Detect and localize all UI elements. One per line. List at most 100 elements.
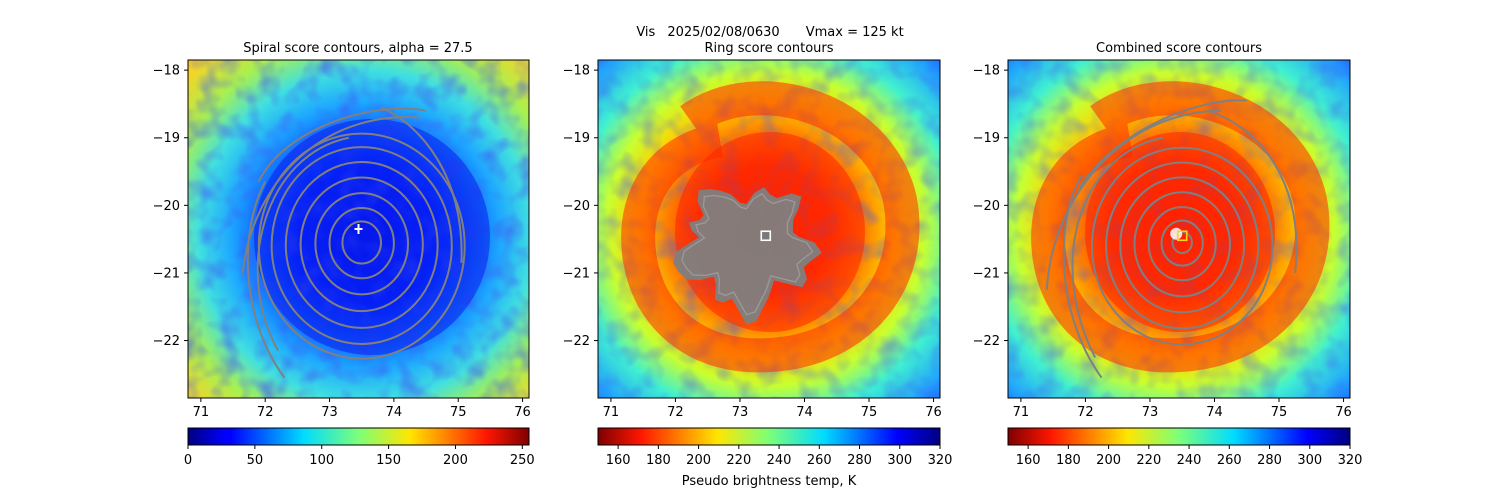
contour-line — [284, 160, 439, 329]
x-tick-label: 76 — [925, 405, 942, 420]
contour-line — [341, 220, 383, 265]
y-tick-label: −21 — [563, 266, 590, 281]
x-tick-label: 74 — [1206, 405, 1223, 420]
contour-arc — [1045, 109, 1221, 290]
colorbar-tick-label: 180 — [646, 453, 671, 468]
y-tick-label: −18 — [153, 64, 180, 79]
y-tick-label: −22 — [973, 334, 1000, 349]
y-tick-label: −22 — [153, 334, 180, 349]
colorbar-tick-label: 320 — [1338, 453, 1363, 468]
x-tick-label: 71 — [603, 405, 620, 420]
spiral-panel-title: Spiral score contours, alpha = 27.5 — [243, 41, 472, 56]
spiral-colorbar: 0 50 100 150 200 250 — [184, 427, 535, 468]
x-tick-label: 74 — [386, 405, 403, 420]
x-tick-label: 76 — [1335, 405, 1352, 420]
contour-line — [314, 192, 410, 296]
contour-line — [1160, 219, 1204, 267]
combined-contours — [1045, 99, 1298, 379]
colorbar-tick-label: 280 — [847, 453, 872, 468]
colorbar-tick-label: 160 — [606, 453, 631, 468]
colorbar-tick-label: 50 — [247, 453, 264, 468]
contour-line — [1119, 176, 1246, 314]
ring-blob-fill — [673, 187, 822, 325]
y-tick-label: −21 — [973, 266, 1000, 281]
colorbar-tick-label: 180 — [1056, 453, 1081, 468]
contour-arc — [1071, 136, 1164, 358]
y-tick-label: −19 — [563, 131, 590, 146]
ring-score-panel: Ring score contours 71 72 73 74 75 76 −18 −19 −2… — [563, 41, 953, 489]
spiral-score-panel: Spiral score contours, alpha = 27.5 71 72… — [153, 41, 535, 468]
colorbar-tick-label: 250 — [510, 453, 535, 468]
colorbar-tick-label: 160 — [1016, 453, 1041, 468]
x-tick-label: 71 — [1013, 405, 1030, 420]
contour-line — [299, 176, 424, 313]
eye-highlight — [1170, 227, 1183, 240]
ring-satellite-image — [598, 60, 940, 398]
contour-arc — [256, 136, 350, 352]
spiral-axis-ticks: 71 72 73 74 75 76 −18 −19 −20 −21 −22 — [153, 64, 531, 420]
colorbar-tick-label: 200 — [443, 453, 468, 468]
combined-axis-ticks: 71 72 73 74 75 76 −18 −19 −20 −21 −22 — [973, 64, 1352, 420]
x-tick-label: 73 — [321, 405, 338, 420]
x-tick-label: 73 — [732, 405, 749, 420]
y-tick-label: −18 — [563, 64, 590, 79]
y-tick-label: −20 — [563, 199, 590, 214]
contour-arc — [380, 106, 463, 263]
ring-colorbar: 160 180 200 220 240 260 280 300 320 — [597, 427, 953, 468]
x-tick-label: 75 — [861, 405, 878, 420]
colorbar-tick-label: 260 — [807, 453, 832, 468]
colorbar-xlabel: Pseudo brightness temp, K — [682, 474, 857, 489]
colorbar-tick-label: 220 — [726, 453, 751, 468]
colorbar-tick-label: 0 — [184, 453, 192, 468]
contour-line — [1147, 206, 1217, 282]
contour-line — [1090, 146, 1274, 346]
contour-arc — [1062, 174, 1103, 379]
y-tick-label: −20 — [153, 199, 180, 214]
y-tick-label: −22 — [563, 334, 590, 349]
contour-line — [328, 206, 395, 280]
colorbar-tick-label: 200 — [1096, 453, 1121, 468]
x-tick-label: 72 — [667, 405, 684, 420]
colorbar-tick-label: 200 — [686, 453, 711, 468]
storm-center-marker — [354, 224, 363, 234]
contour-arc — [257, 107, 427, 183]
spiral-axes-frame — [187, 59, 530, 399]
x-tick-label: 74 — [796, 405, 813, 420]
x-tick-label: 75 — [1271, 405, 1288, 420]
contour-arc — [1078, 99, 1247, 189]
x-tick-label: 76 — [514, 405, 531, 420]
colorbar-tick-label: 240 — [1177, 453, 1202, 468]
spiral-contours — [241, 106, 466, 379]
y-tick-label: −19 — [973, 131, 1000, 146]
colorbar-tick-label: 280 — [1257, 453, 1282, 468]
figure-suptitle: Vis 2025/02/08/0630 Vmax = 125 kt — [636, 25, 903, 40]
y-tick-label: −18 — [973, 64, 1000, 79]
colorbar-tick-label: 320 — [928, 453, 953, 468]
contour-line — [270, 146, 453, 345]
storm-center-marker — [1176, 230, 1188, 242]
ring-score-contour-blob — [673, 187, 822, 325]
ring-axis-ticks: 71 72 73 74 75 76 −18 −19 −20 −21 −22 — [563, 64, 942, 420]
storm-center-marker — [760, 230, 772, 242]
ring-axes-frame — [597, 59, 941, 399]
contour-line — [1133, 191, 1231, 298]
colorbar-tick-label: 300 — [1297, 453, 1322, 468]
ring-blob-edge — [681, 192, 814, 316]
x-tick-label: 72 — [257, 405, 274, 420]
y-tick-label: −19 — [153, 131, 180, 146]
ring-panel-title: Ring score contours — [704, 41, 833, 56]
colorbar-tick-label: 240 — [767, 453, 792, 468]
x-tick-label: 75 — [450, 405, 467, 420]
colorbar-tick-label: 100 — [309, 453, 334, 468]
contour-arc — [246, 181, 286, 379]
contour-arc — [1207, 109, 1298, 274]
contour-line — [1105, 161, 1260, 330]
colorbar-tick-label: 260 — [1217, 453, 1242, 468]
colorbar-tick-label: 300 — [887, 453, 912, 468]
x-tick-label: 72 — [1077, 405, 1094, 420]
combined-colorbar: 160 180 200 220 240 260 280 300 320 — [1007, 427, 1363, 468]
colorbar-tick-label: 220 — [1136, 453, 1161, 468]
combined-score-panel: Combined score contours 71 72 73 74 75 76 −18 −… — [973, 41, 1363, 468]
y-tick-label: −20 — [973, 199, 1000, 214]
